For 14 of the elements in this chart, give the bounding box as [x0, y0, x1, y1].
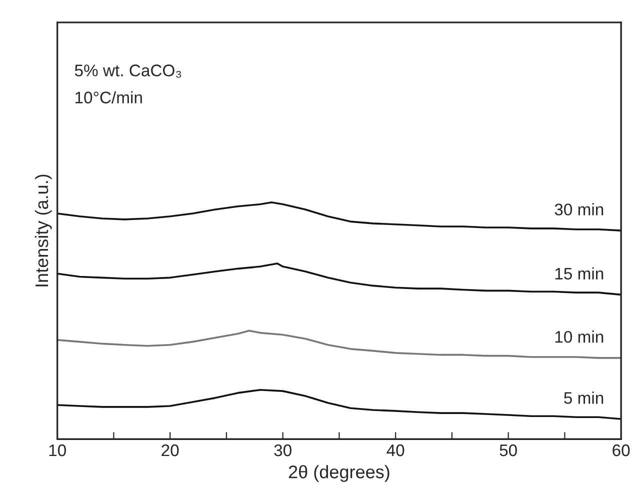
series-label: 15 min: [555, 267, 604, 280]
x-tick-label: 30: [274, 444, 292, 456]
x-axis-title: 2θ (degrees): [288, 465, 390, 482]
x-tick-label: 60: [612, 444, 630, 456]
x-tick-label: 40: [386, 444, 404, 456]
text: 5% wt. CaCO₃: [74, 64, 182, 78]
y-axis-title: Intensity (a.u.): [34, 174, 52, 286]
series-label: 30 min: [554, 203, 604, 216]
x-tick-label: 50: [500, 444, 517, 456]
x-tick-label: 10: [49, 444, 66, 456]
x-tick-label: 20: [162, 444, 179, 456]
text: 10°C/min: [76, 91, 142, 104]
series-label: 10 min: [555, 330, 604, 343]
series-label: 5 min: [564, 392, 604, 404]
